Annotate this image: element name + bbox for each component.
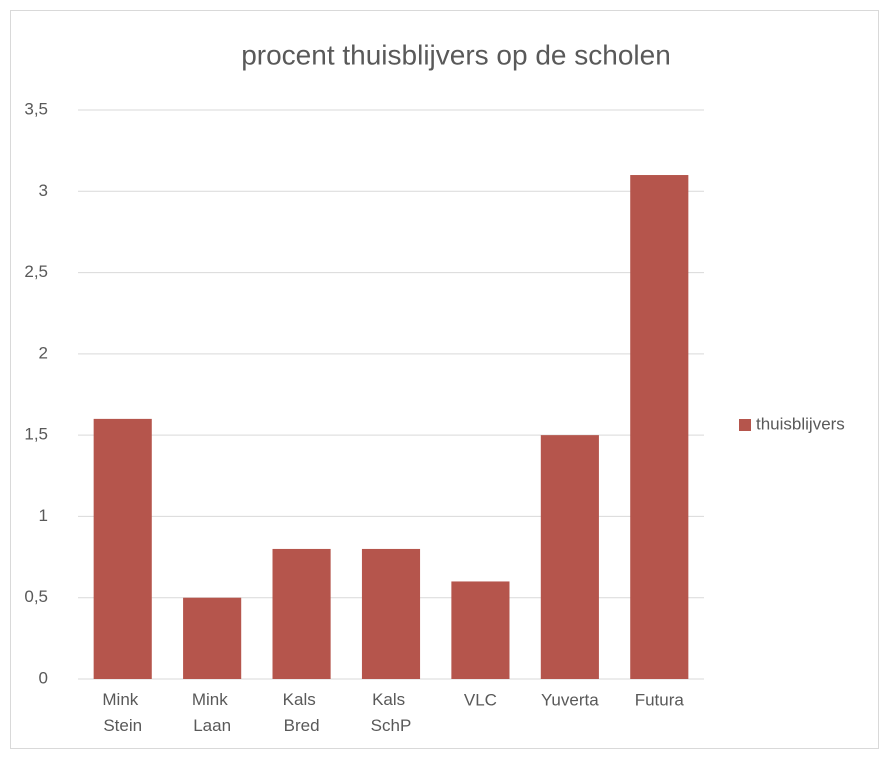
- y-tick-label: 0,5: [24, 587, 48, 606]
- x-tick-label: Kals SchP: [371, 690, 412, 735]
- bar: [272, 548, 331, 679]
- bar: [630, 175, 689, 679]
- y-tick-label: 1,5: [24, 425, 48, 444]
- bar: [451, 581, 510, 679]
- x-tick-label: Mink Stein: [102, 690, 143, 735]
- bar: [361, 548, 421, 679]
- bar: [540, 435, 599, 679]
- y-tick-label: 2: [39, 343, 48, 362]
- y-tick-label: 2,5: [24, 262, 48, 281]
- x-tick-label: VLC: [464, 690, 497, 709]
- x-tick-label: Futura: [635, 690, 685, 709]
- bar: [93, 418, 152, 679]
- y-tick-label: 1: [39, 506, 48, 525]
- chart-title: procent thuisblijvers op de scholen: [241, 39, 671, 70]
- x-tick-label: Kals Bred: [283, 690, 321, 735]
- x-tick-label: Mink Laan: [192, 690, 233, 735]
- y-tick-label: 0: [39, 668, 48, 687]
- legend-label: thuisblijvers: [756, 414, 845, 433]
- y-tick-label: 3,5: [24, 99, 48, 118]
- legend-swatch: [739, 419, 751, 431]
- bar: [183, 597, 242, 679]
- y-tick-label: 3: [39, 181, 48, 200]
- chart-border: [10, 10, 879, 749]
- x-tick-label: Yuverta: [541, 690, 599, 709]
